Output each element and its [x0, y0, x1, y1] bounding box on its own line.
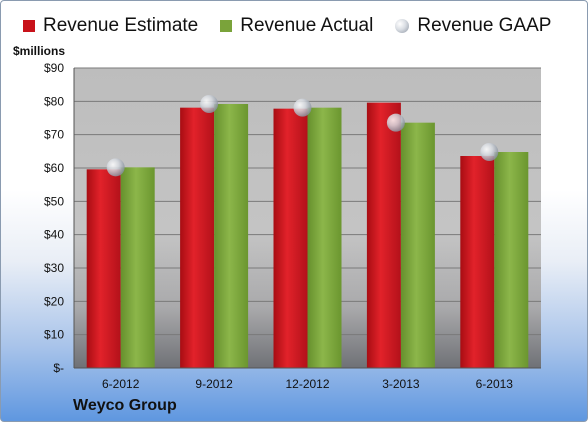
y-tick-label: $50	[44, 194, 64, 208]
y-tick-label: $60	[44, 161, 64, 175]
bar-revenue-actual	[214, 104, 249, 368]
x-tick-label: 6-2013	[476, 377, 514, 391]
point-revenue-gaap	[480, 143, 499, 161]
legend-label-actual: Revenue Actual	[240, 15, 374, 36]
bar-revenue-estimate	[86, 169, 121, 368]
legend-swatch-actual	[220, 20, 233, 32]
x-tick-label: 12-2012	[285, 377, 329, 391]
y-axis-unit-label: $millions	[13, 44, 66, 58]
bar-revenue-estimate	[366, 102, 401, 369]
legend-swatch-estimate	[23, 20, 35, 32]
y-tick-label: $80	[44, 94, 64, 108]
y-tick-label: $20	[44, 294, 64, 308]
legend-item-actual: Revenue Actual	[220, 15, 373, 37]
x-tick-label: 3-2013	[382, 377, 420, 391]
y-tick-label: $70	[44, 128, 64, 142]
legend-item-gaap: Revenue GAAP	[395, 15, 551, 37]
x-tick-label: 9-2012	[195, 377, 233, 391]
y-tick-label: $30	[44, 261, 64, 275]
company-name: Weyco Group	[73, 397, 177, 414]
bar-revenue-actual	[307, 107, 342, 369]
y-tick-label: $-	[53, 361, 64, 375]
point-revenue-gaap	[106, 158, 125, 177]
bar-revenue-actual	[120, 167, 155, 368]
x-tick-label: 6-2012	[102, 377, 140, 391]
legend-label-estimate: Revenue Estimate	[43, 15, 199, 36]
point-revenue-gaap	[386, 113, 405, 132]
y-tick-label: $10	[44, 328, 64, 342]
point-revenue-gaap	[293, 98, 312, 117]
bar-revenue-actual	[494, 152, 529, 368]
legend-swatch-gaap	[395, 19, 410, 33]
y-tick-label: $90	[44, 61, 64, 75]
legend-label-gaap: Revenue GAAP	[417, 15, 552, 36]
legend-item-estimate: Revenue Estimate	[23, 15, 198, 37]
point-revenue-gaap	[200, 95, 219, 113]
bar-revenue-estimate	[180, 107, 215, 369]
bar-revenue-estimate	[460, 156, 495, 368]
bar-revenue-estimate	[273, 108, 308, 369]
legend: Revenue Estimate Revenue Actual Revenue …	[23, 15, 551, 37]
bar-revenue-actual	[400, 122, 435, 369]
y-tick-label: $40	[44, 228, 64, 242]
